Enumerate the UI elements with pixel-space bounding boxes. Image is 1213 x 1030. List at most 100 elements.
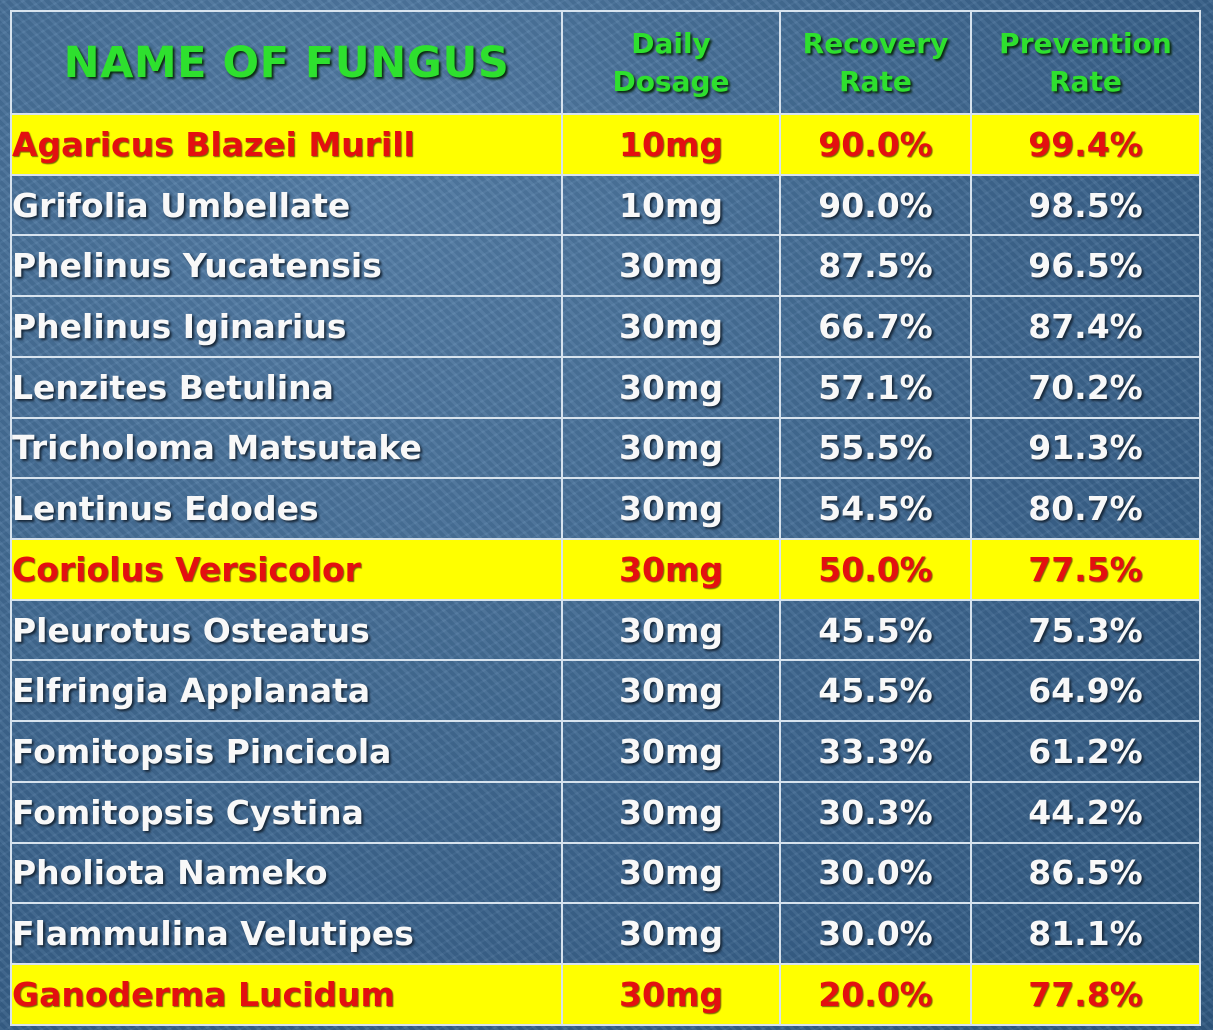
fungus-name-text: Pholiota Nameko (12, 853, 328, 893)
dosage-cell: 30mg (561, 416, 781, 480)
recovery-rate-cell: 20.0% (779, 963, 972, 1026)
table-row: Pleurotus Osteatus 30mg 45.5% 75.3% (10, 598, 1201, 662)
recovery-rate-text: 50.0% (818, 549, 933, 589)
header-daily-dosage-line1: Daily (631, 26, 711, 60)
recovery-rate-text: 90.0% (818, 124, 933, 164)
dosage-text: 30mg (619, 732, 723, 772)
recovery-rate-cell: 33.3% (779, 720, 972, 783)
recovery-rate-cell: 66.7% (779, 295, 972, 358)
recovery-rate-cell: 87.5% (779, 234, 972, 298)
prevention-rate-cell: 75.3% (970, 598, 1201, 662)
fungus-name-text: Pleurotus Osteatus (12, 610, 370, 650)
recovery-rate-text: 55.5% (818, 428, 933, 468)
dosage-cell: 30mg (561, 659, 781, 723)
prevention-rate-cell: 86.5% (970, 841, 1201, 905)
dosage-text: 10mg (619, 185, 723, 225)
fungus-name-cell: Tricholoma Matsutake (10, 416, 563, 480)
prevention-rate-text: 77.8% (1028, 975, 1143, 1015)
table-row: Ganoderma Lucidum 30mg 20.0% 77.8% (10, 963, 1201, 1026)
recovery-rate-cell: 50.0% (779, 538, 972, 601)
prevention-rate-cell: 77.8% (970, 963, 1201, 1026)
recovery-rate-cell: 30.3% (779, 780, 972, 844)
fungus-name-cell: Phelinus Iginarius (10, 295, 563, 358)
dosage-cell: 30mg (561, 234, 781, 298)
table-row: Fomitopsis Cystina 30mg 30.3% 44.2% (10, 780, 1201, 844)
recovery-rate-text: 45.5% (818, 671, 933, 711)
fungus-name-cell: Pholiota Nameko (10, 841, 563, 905)
prevention-rate-text: 70.2% (1028, 367, 1143, 407)
fungus-name-text: Agaricus Blazei Murill (12, 124, 415, 164)
fungus-name-cell: Coriolus Versicolor (10, 538, 563, 601)
prevention-rate-text: 81.1% (1028, 914, 1143, 954)
dosage-text: 30mg (619, 367, 723, 407)
prevention-rate-cell: 44.2% (970, 780, 1201, 844)
table-row: Tricholoma Matsutake 30mg 55.5% 91.3% (10, 416, 1201, 480)
table-row: Grifolia Umbellate 10mg 90.0% 98.5% (10, 173, 1201, 237)
recovery-rate-cell: 90.0% (779, 113, 972, 176)
recovery-rate-text: 57.1% (818, 367, 933, 407)
recovery-rate-cell: 45.5% (779, 598, 972, 662)
dosage-cell: 30mg (561, 538, 781, 601)
fungus-table: NAME OF FUNGUS Daily Dosage Recovery Rat… (10, 10, 1201, 1026)
prevention-rate-cell: 98.5% (970, 173, 1201, 237)
header-prevention-rate-line2: Rate (1049, 64, 1122, 98)
fungus-name-cell: Lenzites Betulina (10, 355, 563, 419)
dosage-cell: 30mg (561, 720, 781, 783)
table-row: Phelinus Iginarius 30mg 66.7% 87.4% (10, 295, 1201, 358)
fungus-name-cell: Agaricus Blazei Murill (10, 113, 563, 176)
recovery-rate-text: 30.3% (818, 792, 933, 832)
prevention-rate-text: 87.4% (1028, 307, 1143, 347)
recovery-rate-text: 66.7% (818, 307, 933, 347)
fungus-name-text: Elfringia Applanata (12, 671, 371, 711)
dosage-text: 30mg (619, 428, 723, 468)
header-recovery-rate-line1: Recovery (802, 26, 949, 60)
prevention-rate-cell: 61.2% (970, 720, 1201, 783)
recovery-rate-cell: 54.5% (779, 477, 972, 541)
fungus-name-cell: Grifolia Umbellate (10, 173, 563, 237)
dosage-cell: 30mg (561, 598, 781, 662)
table-row: Phelinus Yucatensis 30mg 87.5% 96.5% (10, 234, 1201, 298)
header-prevention-rate-line1: Prevention (999, 26, 1172, 60)
header-row: NAME OF FUNGUS Daily Dosage Recovery Rat… (10, 10, 1201, 115)
recovery-rate-cell: 30.0% (779, 902, 972, 966)
dosage-text: 30mg (619, 975, 723, 1015)
recovery-rate-text: 30.0% (818, 914, 933, 954)
header-recovery-rate-line2: Rate (839, 64, 912, 98)
fungus-name-text: Grifolia Umbellate (12, 185, 351, 225)
fungus-name-cell: Phelinus Yucatensis (10, 234, 563, 298)
recovery-rate-cell: 45.5% (779, 659, 972, 723)
recovery-rate-text: 90.0% (818, 185, 933, 225)
dosage-text: 30mg (619, 549, 723, 589)
fungus-name-cell: Fomitopsis Cystina (10, 780, 563, 844)
table-row: Elfringia Applanata 30mg 45.5% 64.9% (10, 659, 1201, 723)
table-body: Agaricus Blazei Murill 10mg 90.0% 99.4% Grif… (10, 113, 1201, 1026)
prevention-rate-cell: 96.5% (970, 234, 1201, 298)
recovery-rate-cell: 55.5% (779, 416, 972, 480)
dosage-cell: 10mg (561, 173, 781, 237)
recovery-rate-text: 54.5% (818, 489, 933, 529)
dosage-text: 30mg (619, 671, 723, 711)
dosage-text: 30mg (619, 489, 723, 529)
prevention-rate-cell: 77.5% (970, 538, 1201, 601)
dosage-cell: 30mg (561, 295, 781, 358)
prevention-rate-cell: 91.3% (970, 416, 1201, 480)
dosage-text: 30mg (619, 307, 723, 347)
table-row: Fomitopsis Pincicola 30mg 33.3% 61.2% (10, 720, 1201, 783)
prevention-rate-text: 44.2% (1028, 792, 1143, 832)
prevention-rate-cell: 80.7% (970, 477, 1201, 541)
dosage-text: 10mg (619, 124, 723, 164)
header-recovery-rate: Recovery Rate (779, 10, 972, 115)
fungus-name-text: Phelinus Yucatensis (12, 246, 382, 286)
prevention-rate-cell: 81.1% (970, 902, 1201, 966)
header-daily-dosage: Daily Dosage (561, 10, 781, 115)
dosage-cell: 30mg (561, 355, 781, 419)
header-name-of-fungus: NAME OF FUNGUS (10, 10, 563, 115)
prevention-rate-text: 98.5% (1028, 185, 1143, 225)
fungus-name-cell: Lentinus Edodes (10, 477, 563, 541)
recovery-rate-cell: 30.0% (779, 841, 972, 905)
prevention-rate-text: 64.9% (1028, 671, 1143, 711)
prevention-rate-text: 61.2% (1028, 732, 1143, 772)
recovery-rate-text: 33.3% (818, 732, 933, 772)
recovery-rate-cell: 90.0% (779, 173, 972, 237)
recovery-rate-text: 20.0% (818, 975, 933, 1015)
